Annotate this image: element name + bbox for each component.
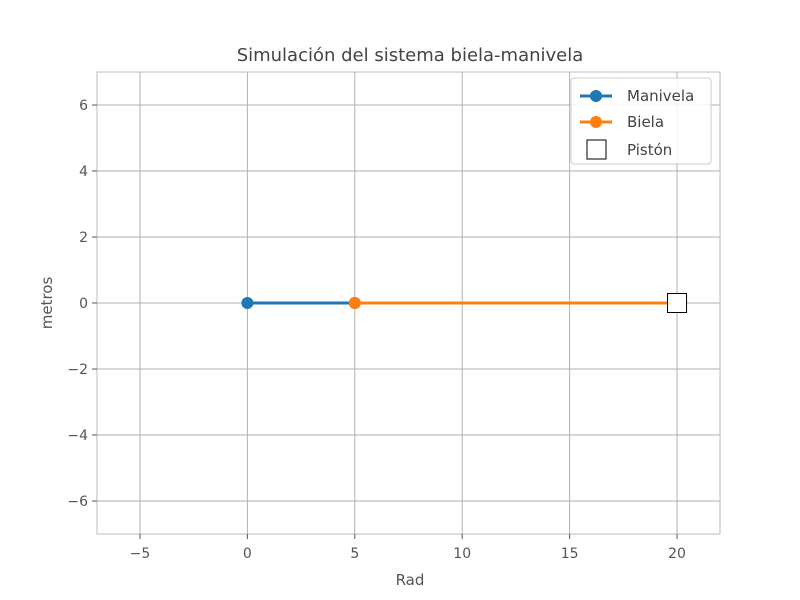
axis-ticks: −5 0 5 10 15 20 −6 −4 −2 0 2 4 6 [67,98,686,562]
legend-piston-label: Pistón [627,141,672,159]
x-tick-label: −5 [130,546,151,562]
piston-marker [667,293,688,313]
chart-title: Simulación del sistema biela-manivela [237,45,584,66]
y-tick-label: 4 [79,164,88,180]
x-tick-label: 15 [561,546,579,562]
x-axis-label: Rad [396,571,425,589]
y-tick-label: 6 [79,98,88,114]
y-axis-label: metros [38,277,56,330]
y-tick-label: 2 [79,230,88,246]
legend-biela-label: Biela [627,113,664,131]
x-tick-label: 10 [453,546,471,562]
legend: Manivela Biela Pistón [570,77,712,165]
x-tick-label: 0 [243,546,252,562]
y-tick-label: −2 [67,362,88,378]
series-layer [241,293,688,313]
legend-manivela-marker [590,90,602,102]
manivela-point [241,297,254,309]
legend-manivela-label: Manivela [627,87,694,105]
y-tick-label: −6 [67,494,88,510]
y-tick-label: 0 [79,296,88,312]
biela-point [348,297,361,309]
y-tick-label: −4 [67,428,88,444]
x-tick-label: 20 [668,546,686,562]
legend-piston-marker [586,139,607,160]
legend-biela-marker [590,116,602,128]
x-tick-label: 5 [350,546,359,562]
